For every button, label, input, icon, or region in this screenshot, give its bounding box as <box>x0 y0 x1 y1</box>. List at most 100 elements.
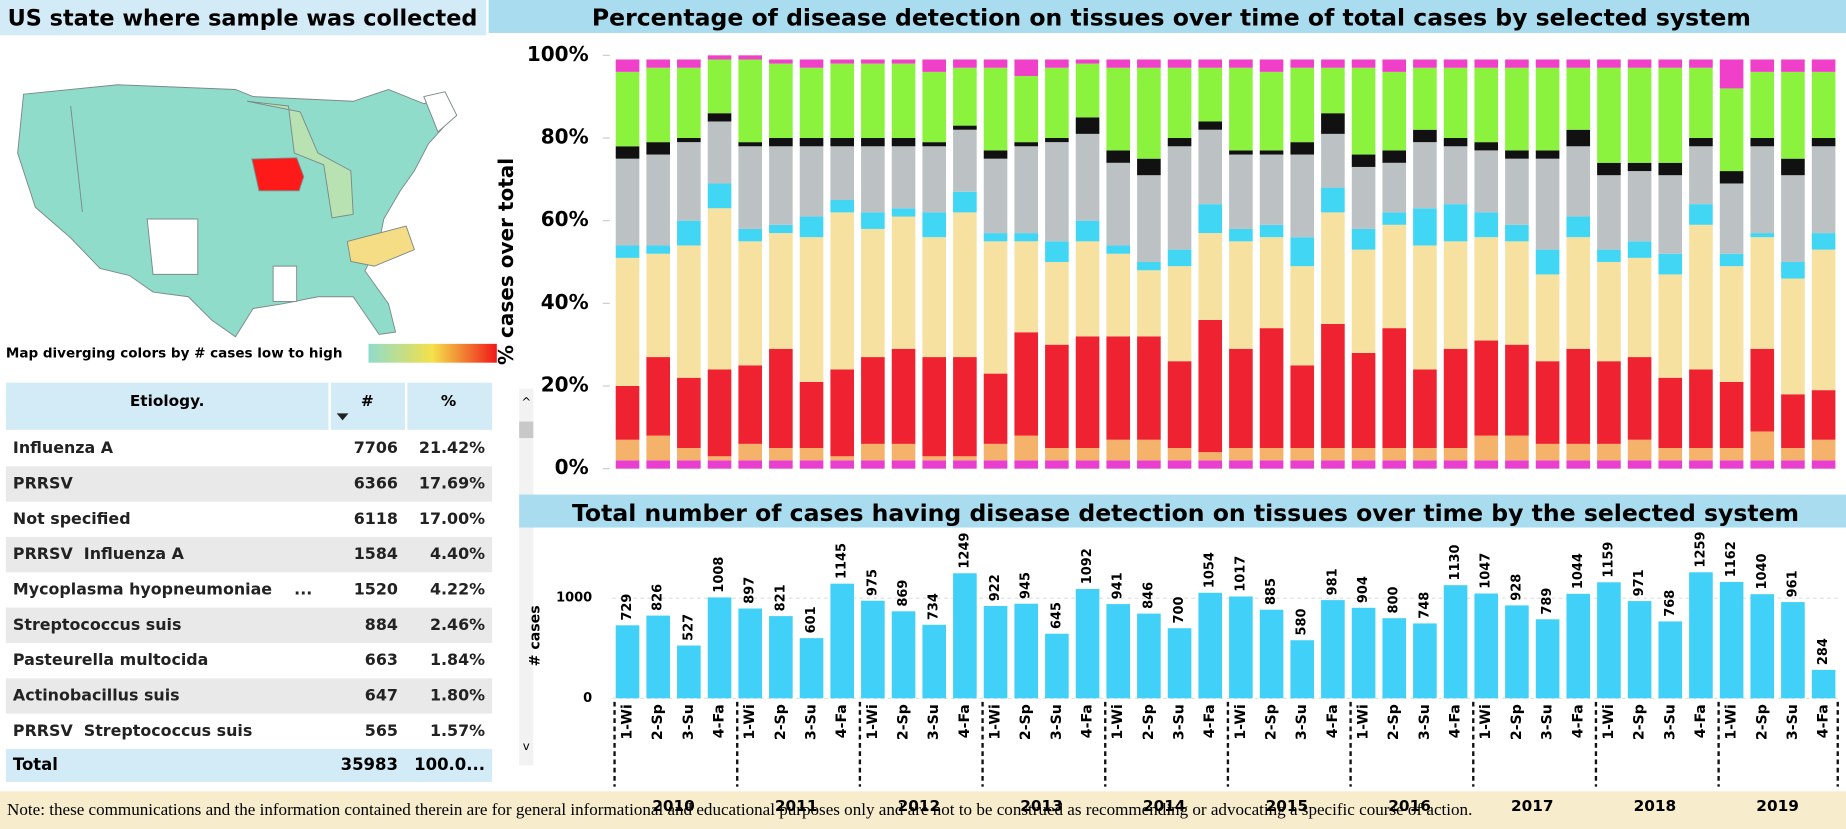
bar-segment <box>1474 67 1499 143</box>
bar-segment <box>1045 241 1069 263</box>
bar-segment <box>1198 319 1223 453</box>
scrollbar[interactable]: ^ v <box>519 388 534 766</box>
bar-segment <box>1106 336 1131 440</box>
bar-segment <box>1351 59 1376 68</box>
value-label: 1159 <box>1601 542 1616 578</box>
bar-segment <box>769 146 793 225</box>
bar-segment <box>1014 142 1039 147</box>
table-cell: 884 <box>365 615 398 634</box>
bar-segment <box>1014 76 1039 143</box>
x-tick-label: 1-Wi <box>1356 704 1372 739</box>
bar-segment <box>1597 443 1621 461</box>
bar-segment <box>738 460 763 469</box>
bar-segment <box>1413 67 1437 130</box>
bar-segment <box>1474 142 1499 151</box>
bar-segment <box>738 55 763 60</box>
bar-segment <box>1075 241 1100 337</box>
bar-segment <box>1259 448 1284 461</box>
bar-segment <box>738 228 763 242</box>
bar-segment <box>1014 233 1039 242</box>
bar-segment <box>1689 369 1713 449</box>
bar-segment <box>1229 154 1253 229</box>
bar-segment <box>677 142 701 221</box>
bar-segment <box>1719 253 1744 267</box>
bar <box>1137 613 1161 699</box>
chart-title: Percentage of disease detection on tissu… <box>592 3 1751 31</box>
bar <box>1443 585 1468 699</box>
y-tick-label: 0 <box>583 691 592 706</box>
bar-segment <box>1566 67 1591 130</box>
bar-segment <box>1658 253 1683 275</box>
bar-segment <box>1198 452 1223 461</box>
bar-segment <box>1443 348 1468 449</box>
table-cell: PRRSV Streptococcus suis <box>13 721 252 740</box>
bar-segment <box>1259 224 1284 238</box>
bar-segment <box>1167 67 1192 139</box>
x-tick-label: 4-Fa <box>712 704 728 738</box>
bar-segment <box>1351 166 1376 229</box>
bar <box>1321 600 1345 699</box>
bar-segment <box>1505 150 1529 159</box>
bar <box>646 615 670 699</box>
bar-segment <box>677 67 701 139</box>
bar-segment <box>1658 59 1683 68</box>
bar-segment <box>983 233 1008 242</box>
bar-segment <box>1014 460 1039 469</box>
bar-segment <box>1290 142 1315 155</box>
bar-segment <box>1045 67 1069 139</box>
bar-segment <box>1658 377 1683 449</box>
bar-segment <box>922 357 947 457</box>
bar-segment <box>707 456 732 461</box>
bar <box>1014 603 1039 699</box>
bar <box>1167 628 1192 699</box>
bar-segment <box>1811 460 1836 469</box>
value-label: 1130 <box>1448 544 1463 580</box>
value-label: 1008 <box>712 557 727 593</box>
bar-segment <box>1719 448 1744 461</box>
bar-segment <box>707 113 732 122</box>
bar-segment <box>707 121 732 184</box>
value-label: 734 <box>927 593 942 620</box>
bar-segment <box>1658 67 1683 163</box>
bar-segment <box>861 357 885 444</box>
bar-segment <box>1259 328 1284 449</box>
bar-segment <box>1781 59 1805 72</box>
bar <box>1198 592 1223 699</box>
value-label: 601 <box>804 606 819 633</box>
x-tick-label: 4-Fa <box>957 704 973 738</box>
bar <box>1474 593 1499 699</box>
bar-segment <box>891 460 916 469</box>
table-cell: PRRSV Influenza A <box>13 544 185 563</box>
bar-segment <box>1750 233 1775 238</box>
bar-segment <box>799 381 824 449</box>
bar-segment <box>769 233 793 349</box>
bar-segment <box>1351 67 1376 155</box>
bar-segment <box>1505 435 1529 461</box>
bar-segment <box>799 146 824 217</box>
bar-segment <box>983 59 1008 68</box>
bar-segment <box>1290 266 1315 366</box>
bar-segment <box>738 142 763 147</box>
bar-segment <box>1167 249 1192 267</box>
bar-segment <box>1811 146 1836 234</box>
bar-segment <box>769 348 793 449</box>
table-cell: 1584 <box>354 544 398 563</box>
bar-segment <box>1443 460 1468 469</box>
bar-segment <box>1137 175 1161 263</box>
x-tick-label: 1-Wi <box>1601 704 1617 739</box>
bar-segment <box>1750 460 1775 469</box>
bar-segment <box>1198 121 1223 130</box>
bar-segment <box>1535 158 1560 250</box>
bar <box>1229 596 1253 699</box>
bar-segment <box>953 357 977 457</box>
value-label: 904 <box>1356 576 1371 603</box>
table-cell: Actinobacillus suis <box>13 685 180 704</box>
bar-segment <box>1566 216 1591 238</box>
bar-segment <box>1597 59 1621 68</box>
bar <box>1781 602 1805 699</box>
bar-segment <box>1566 348 1591 444</box>
table-cell: 565 <box>365 721 398 740</box>
bar-segment <box>1198 67 1223 122</box>
x-tick-label: 2-Sp <box>1632 704 1648 740</box>
table-header: Etiology. <box>130 392 205 410</box>
